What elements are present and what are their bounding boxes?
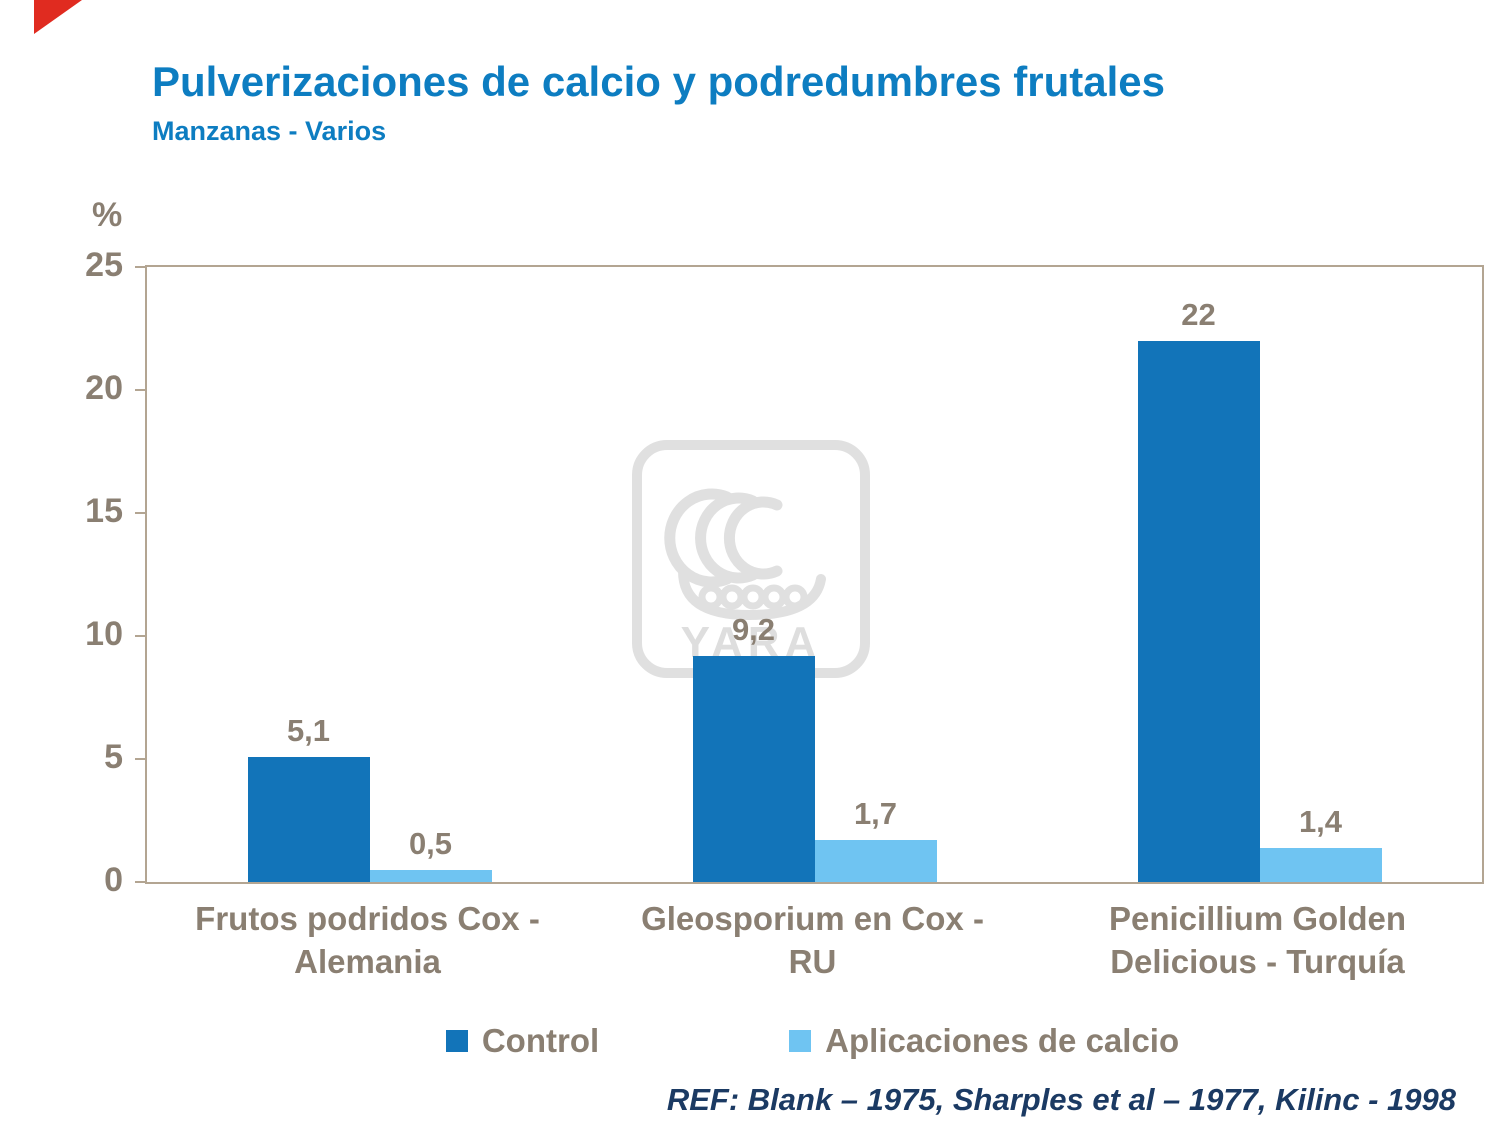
legend-label: Control <box>481 1022 600 1059</box>
category-label: Frutos podridos Cox - Alemania <box>195 900 540 980</box>
bar-control <box>692 655 815 882</box>
bar-control <box>247 756 370 882</box>
reference-footer: REF: Blank – 1975, Sharples et al – 1977… <box>666 1082 1456 1117</box>
legend-swatch <box>789 1030 812 1052</box>
y-axis: 0 5 10 15 20 25 <box>45 246 133 899</box>
y-tick-mark <box>135 266 147 268</box>
bar-value-label: 1,7 <box>853 796 898 832</box>
legend-item: Aplicaciones de calcio <box>789 1022 1179 1060</box>
bar-calcio <box>369 869 492 882</box>
y-tick-label: 20 <box>85 369 123 407</box>
slide-corner-accent <box>34 0 82 34</box>
y-tick-mark <box>135 758 147 760</box>
bar-value-label: 22 <box>1181 296 1216 332</box>
category-label: Penicillium Golden Delicious - Turquía <box>1108 900 1407 980</box>
y-tick-label: 10 <box>85 615 123 653</box>
bar-wrap: 1,4 <box>1259 267 1382 882</box>
y-tick-label: 15 <box>85 492 123 530</box>
y-tick-mark <box>135 881 147 883</box>
y-tick-label: 25 <box>85 246 123 284</box>
bar-value-label: 0,5 <box>408 825 453 861</box>
y-tick-mark <box>135 635 147 637</box>
bar-value-label: 5,1 <box>286 712 331 748</box>
legend-label: Aplicaciones de calcio <box>825 1022 1180 1059</box>
y-tick-label: 5 <box>104 738 123 776</box>
bars-area: 5,1 0,5 9,2 1,7 22 1,4 <box>147 267 1482 882</box>
y-tick-mark <box>135 512 147 514</box>
plot-area: YARA 5,1 0,5 9,2 1,7 22 1,4 <box>135 265 1484 884</box>
legend-swatch <box>445 1030 468 1052</box>
bar-wrap: 0,5 <box>369 267 492 882</box>
chart-subtitle: Manzanas - Varios <box>152 116 387 146</box>
bar-value-label: 9,2 <box>731 611 776 647</box>
chart-title: Pulverizaciones de calcio y podredumbres… <box>152 58 1166 105</box>
bar-calcio <box>814 840 937 882</box>
bar-control <box>1137 340 1260 882</box>
y-tick-label: 0 <box>104 861 123 899</box>
legend: Control Aplicaciones de calcio <box>145 1022 1480 1060</box>
bar-wrap: 1,7 <box>814 267 937 882</box>
x-axis-category-labels: Frutos podridos Cox - Alemania Gleosporiu… <box>145 898 1480 984</box>
legend-item: Control <box>445 1022 600 1060</box>
bar-wrap: 5,1 <box>247 267 370 882</box>
bar-wrap: 22 <box>1137 267 1260 882</box>
bar-wrap: 9,2 <box>692 267 815 882</box>
bar-group: 22 1,4 <box>1037 267 1482 882</box>
bar-calcio <box>1259 847 1382 882</box>
bar-group: 9,2 1,7 <box>592 267 1037 882</box>
y-axis-unit-label: % <box>92 196 123 234</box>
y-tick-mark <box>135 389 147 391</box>
category-label: Gleosporium en Cox - RU <box>641 900 984 980</box>
bar-value-label: 1,4 <box>1298 803 1343 839</box>
bar-group: 5,1 0,5 <box>147 267 592 882</box>
